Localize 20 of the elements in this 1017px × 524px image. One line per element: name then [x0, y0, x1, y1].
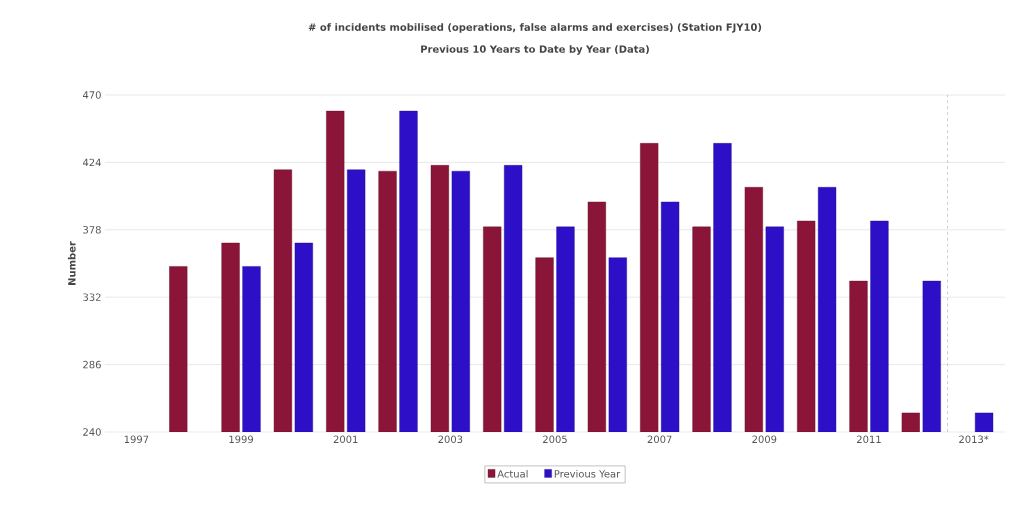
legend-label: Previous Year [554, 469, 621, 478]
x-tick-label: 1997 [124, 435, 149, 444]
x-tick-label: 2005 [543, 435, 567, 444]
x-tick-label: 2013* [959, 435, 989, 444]
y-tick-label: 240 [83, 428, 101, 436]
x-tick-label: 2001 [333, 435, 358, 444]
legend-label: Actual [497, 469, 528, 478]
y-tick-label: 470 [82, 91, 101, 99]
y-tick-label: 286 [83, 360, 101, 369]
x-tick-label: 1999 [229, 435, 254, 444]
y-tick-label: 378 [83, 226, 101, 234]
x-tick-label: 2007 [647, 435, 672, 444]
x-tick-label: 2003 [438, 435, 463, 444]
y-tick-label: 424 [82, 158, 101, 167]
chart-title: # of incidents mobilised (operations, false alarms and exercises) (Station FJY10) [308, 23, 762, 33]
y-tick-label: 332 [83, 293, 101, 301]
x-tick-label: 2011 [857, 435, 881, 444]
x-tick-label: 2009 [752, 435, 777, 444]
y-axis-title: Number [67, 241, 76, 285]
chart-subtitle: Previous 10 Years to Date by Year (Data) [421, 45, 649, 55]
